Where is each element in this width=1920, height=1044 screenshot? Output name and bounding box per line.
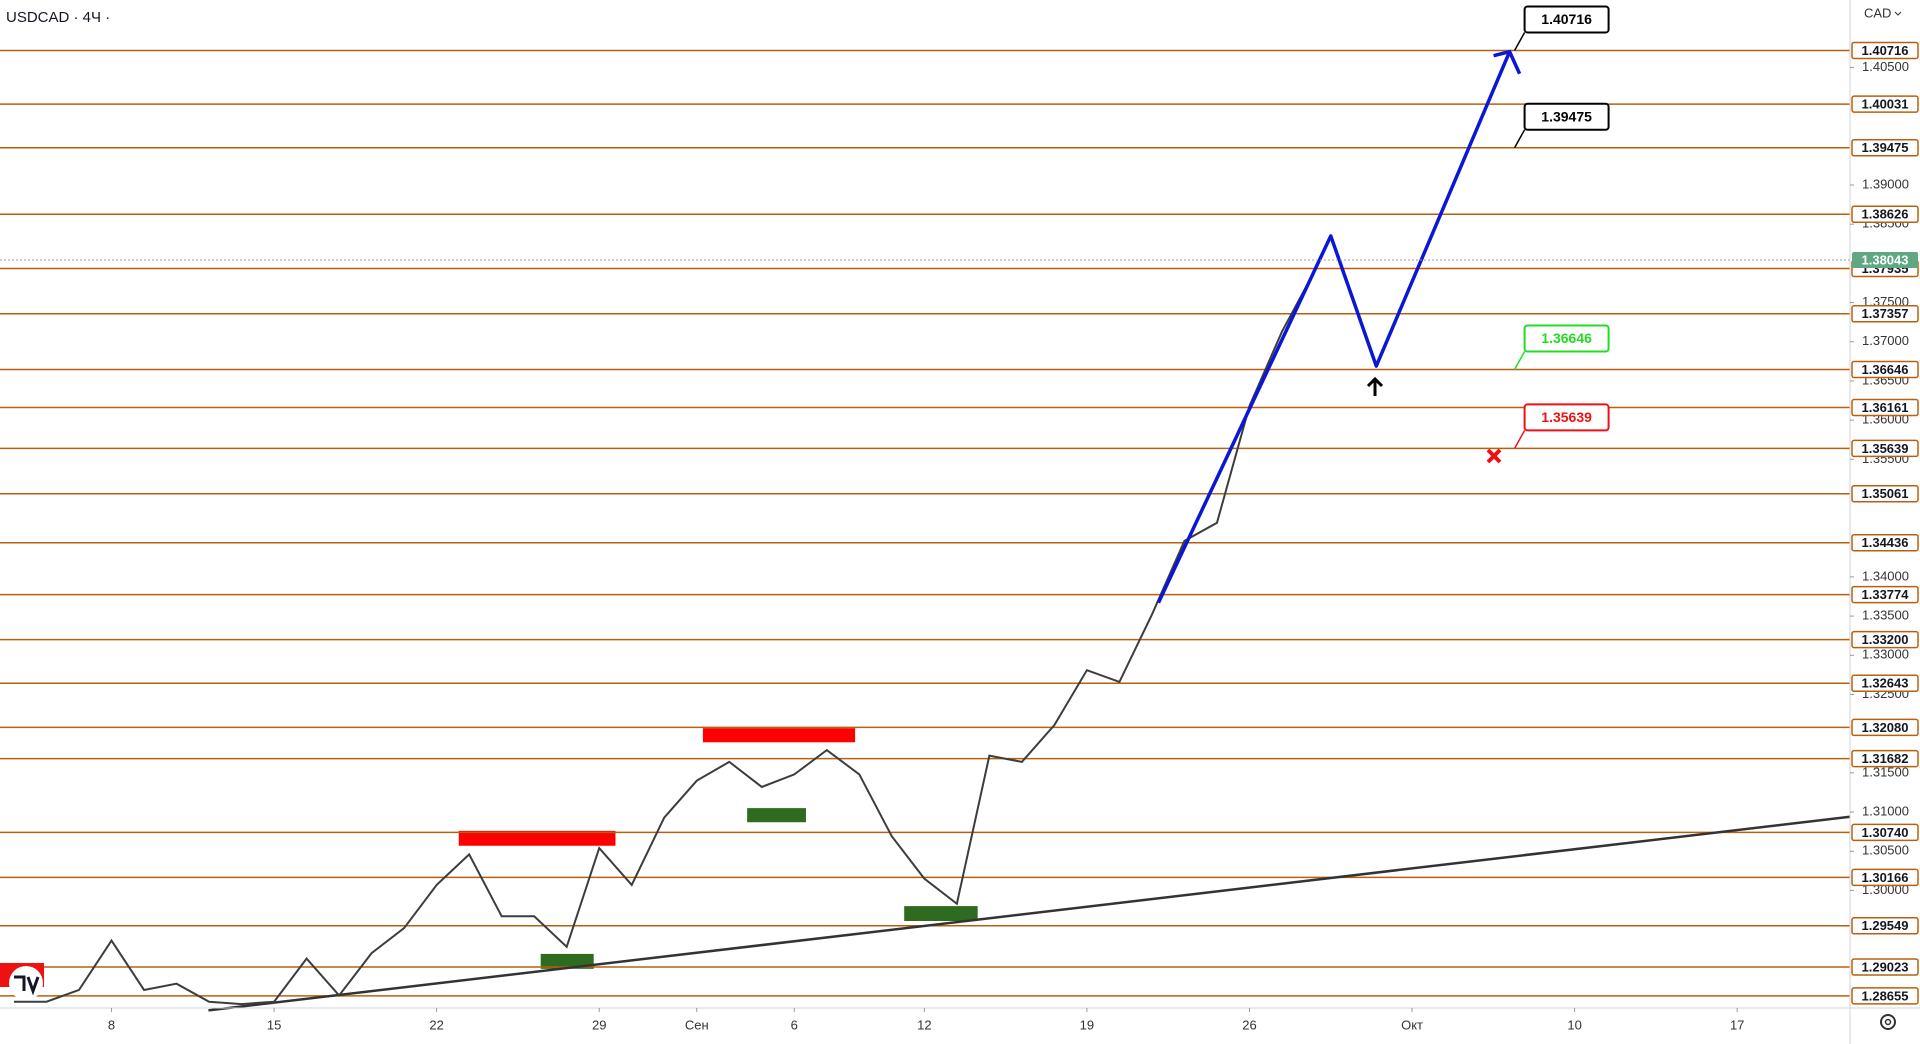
level-label: 1.37357 [1862, 306, 1909, 321]
x-tick-label: Окт [1401, 1017, 1423, 1032]
level-label-box [1851, 958, 1919, 976]
current-price-box [1852, 251, 1918, 268]
level-label: 1.34436 [1862, 535, 1909, 550]
level-label: 1.38626 [1862, 207, 1909, 222]
level-label: 1.35061 [1862, 486, 1909, 501]
level-label-box [1851, 439, 1919, 458]
tradingview-logo [0, 963, 44, 1000]
level-label: 1.29549 [1862, 918, 1909, 933]
callout-box [1523, 102, 1610, 131]
forecast-path [1156, 51, 1512, 604]
callout-label: 1.36646 [1541, 330, 1592, 346]
level-label: 1.30740 [1862, 825, 1909, 840]
level-label-box [1851, 398, 1919, 417]
x-tick-label: 10 [1567, 1017, 1581, 1032]
callout-label: 1.35639 [1541, 409, 1592, 425]
level-label-box [1851, 630, 1919, 649]
level-label-box [1851, 868, 1919, 887]
y-tick-label: 1.33500 [1862, 608, 1909, 623]
callout-box [1523, 403, 1610, 432]
x-tick-label: 26 [1242, 1017, 1256, 1032]
level-label: 1.30166 [1862, 870, 1909, 885]
level-label: 1.33200 [1862, 632, 1909, 647]
x-tick-label: 12 [917, 1017, 931, 1032]
level-label: 1.29023 [1862, 959, 1909, 974]
trend-line [208, 815, 1851, 1012]
zone [458, 830, 616, 846]
zone [904, 906, 978, 921]
callout-box [1523, 5, 1610, 34]
level-label-box [1851, 585, 1919, 604]
level-label-box [1851, 749, 1919, 768]
x-tick-label: 29 [592, 1017, 606, 1032]
callout-label: 1.40716 [1541, 11, 1592, 27]
y-tick-label: 1.31000 [1862, 803, 1909, 818]
level-label-box [1851, 484, 1919, 503]
symbol-title: USDCAD · 4Ч · [6, 9, 110, 26]
plot-area [0, 49, 1851, 1012]
stop-cross [1486, 448, 1502, 464]
currency-dropdown-icon[interactable] [1894, 11, 1902, 16]
level-label: 1.33774 [1862, 587, 1910, 602]
level-label-box [1851, 41, 1919, 60]
level-label: 1.39475 [1862, 140, 1909, 155]
level-label-box [1851, 823, 1919, 842]
callout-leader [1513, 351, 1526, 370]
y-tick-label: 1.33000 [1862, 647, 1909, 662]
level-label: 1.32080 [1862, 720, 1909, 735]
level-label: 1.36646 [1862, 362, 1909, 377]
forecast-arrowhead [1493, 49, 1522, 75]
level-label: 1.35639 [1862, 441, 1909, 456]
y-tick-label: 1.30500 [1862, 843, 1909, 858]
level-label: 1.40031 [1862, 97, 1909, 112]
level-label-box [1851, 360, 1919, 379]
callout-leader [1513, 430, 1526, 449]
x-tick-label: 8 [108, 1017, 115, 1032]
y-tick-label: 1.39000 [1862, 176, 1909, 191]
level-label-box [1851, 139, 1919, 157]
y-tick-label: 1.31500 [1862, 764, 1909, 779]
level-label-box [1851, 987, 1919, 1005]
callout-box [1523, 324, 1610, 353]
callout-leader [1513, 32, 1526, 51]
callout-leader [1513, 129, 1526, 149]
x-tick-label: 17 [1730, 1017, 1744, 1032]
x-tick-label: 19 [1080, 1017, 1094, 1032]
currency[interactable]: CAD [1864, 5, 1891, 20]
y-tick-label: 1.40500 [1862, 59, 1909, 74]
level-label-box [1851, 718, 1919, 737]
x-tick-label: Сен [685, 1017, 709, 1032]
up-arrow [1366, 376, 1384, 396]
y-tick-label: 1.34000 [1862, 568, 1909, 583]
level-label-box [1851, 95, 1919, 113]
x-tick-label: 15 [267, 1017, 281, 1032]
zone [747, 808, 807, 823]
zone [702, 728, 856, 743]
current-price-label: 1.38043 [1862, 252, 1909, 267]
y-tick-label: 1.37000 [1862, 333, 1909, 348]
x-tick-label: 6 [791, 1017, 798, 1032]
settings-icon[interactable] [1880, 1014, 1896, 1030]
level-label-box [1851, 674, 1919, 693]
level-label-box [1851, 305, 1919, 323]
level-label-box [1851, 533, 1919, 552]
x-tick-label: 22 [429, 1017, 443, 1032]
level-label: 1.28655 [1862, 988, 1909, 1003]
price-line [13, 270, 1316, 1006]
level-label: 1.36161 [1862, 400, 1909, 415]
level-label-box [1851, 205, 1919, 224]
callout-label: 1.39475 [1541, 108, 1592, 124]
level-label: 1.40716 [1862, 43, 1909, 58]
level-label: 1.31682 [1862, 751, 1909, 766]
level-label-box [1851, 917, 1919, 935]
zone [540, 953, 594, 969]
level-label: 1.32643 [1862, 676, 1909, 691]
